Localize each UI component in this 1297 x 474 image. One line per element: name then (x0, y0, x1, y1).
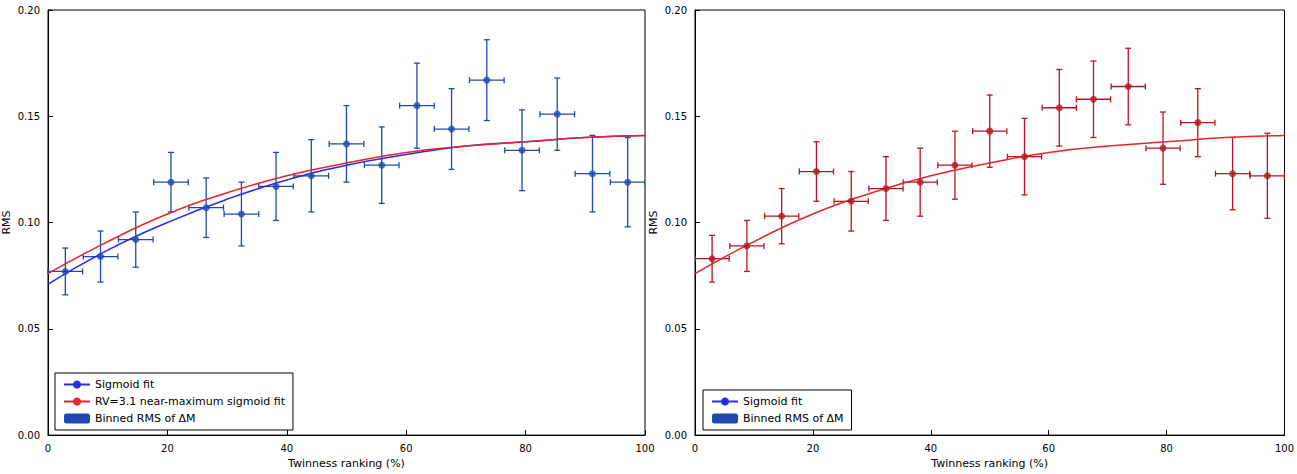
svg-text:80: 80 (1160, 443, 1173, 454)
svg-text:Sigmoid fit: Sigmoid fit (95, 378, 155, 391)
svg-text:0.10: 0.10 (665, 217, 687, 228)
svg-text:Binned RMS of ΔM: Binned RMS of ΔM (743, 412, 844, 425)
svg-text:0.05: 0.05 (18, 323, 40, 334)
svg-text:0.00: 0.00 (18, 430, 40, 441)
svg-text:RV=3.1 near-maximum sigmoid fi: RV=3.1 near-maximum sigmoid fit (95, 395, 286, 408)
svg-text:0.15: 0.15 (18, 111, 40, 122)
svg-text:Sigmoid fit: Sigmoid fit (743, 395, 803, 408)
svg-text:RMS: RMS (647, 210, 660, 234)
svg-text:40: 40 (924, 443, 937, 454)
svg-text:80: 80 (519, 443, 532, 454)
svg-text:Twinness ranking (%): Twinness ranking (%) (930, 457, 1048, 470)
svg-text:RMS: RMS (0, 210, 13, 234)
svg-text:0.05: 0.05 (665, 323, 687, 334)
svg-text:0.15: 0.15 (665, 111, 687, 122)
svg-text:0.20: 0.20 (665, 5, 687, 16)
svg-text:Binned RMS of ΔM: Binned RMS of ΔM (95, 412, 196, 425)
svg-text:0.20: 0.20 (18, 5, 40, 16)
svg-text:100: 100 (1275, 443, 1294, 454)
svg-text:40: 40 (280, 443, 293, 454)
svg-text:20: 20 (161, 443, 174, 454)
svg-text:20: 20 (807, 443, 820, 454)
svg-text:Twinness ranking (%): Twinness ranking (%) (287, 457, 405, 470)
svg-text:60: 60 (400, 443, 413, 454)
svg-text:0.00: 0.00 (665, 430, 687, 441)
svg-text:0.10: 0.10 (18, 217, 40, 228)
svg-text:0: 0 (45, 443, 51, 454)
svg-text:0: 0 (692, 443, 698, 454)
svg-text:100: 100 (635, 443, 654, 454)
svg-text:60: 60 (1042, 443, 1055, 454)
